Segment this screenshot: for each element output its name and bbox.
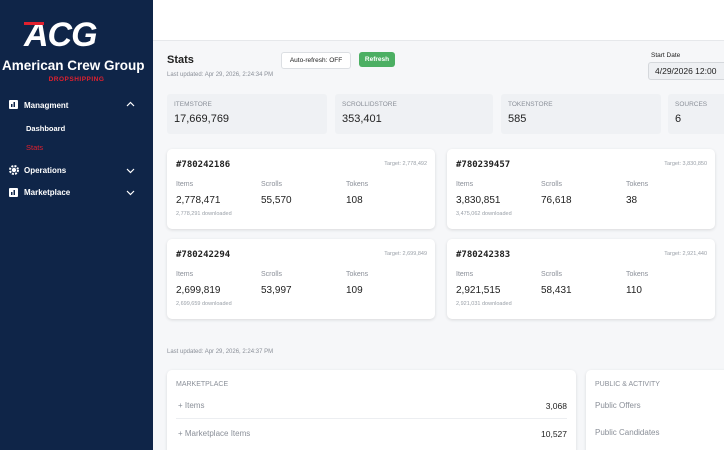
auto-refresh-toggle[interactable]: Auto-refresh: OFF	[281, 52, 351, 69]
summary-value: 17,669,769	[174, 113, 230, 125]
chevron-down[interactable]	[126, 167, 135, 174]
summary-card: TOKENSTORE 585	[501, 94, 661, 134]
metric-value: 2,778,471	[176, 195, 221, 206]
menu-icon	[9, 100, 18, 109]
summary-label: SCROLLIDSTORE	[342, 101, 397, 108]
brand-tagline: DROPSHIPPING	[48, 76, 105, 83]
last-updated: Last updated: Apr 29, 2026, 2:24:34 PM	[167, 72, 274, 78]
top-bar	[153, 0, 724, 41]
metric-value: 53,997	[261, 285, 292, 296]
last-updated: Last updated: Apr 29, 2026, 2:24:37 PM	[167, 349, 274, 355]
row-label[interactable]: Public Candidates	[595, 428, 660, 437]
job-id: #780242186	[176, 160, 231, 170]
metric-value: 58,431	[541, 285, 572, 296]
metric-label: Tokens	[626, 271, 649, 278]
panel-title: MARKETPLACE	[176, 381, 229, 388]
metric-value: 76,618	[541, 195, 572, 206]
menu-item[interactable]: Marketplace	[24, 188, 71, 197]
menu-icon	[9, 188, 18, 197]
start-date-label: Start Date	[651, 52, 681, 59]
summary-value: 353,401	[342, 113, 382, 125]
row-label[interactable]: Public Offers	[595, 401, 641, 410]
summary-label: TOKENSTORE	[508, 101, 553, 108]
divider	[176, 418, 567, 419]
submenu-item[interactable]: Dashboard	[26, 124, 66, 133]
job-target: Target: 2,699,849	[384, 251, 427, 257]
row-value: 3,068	[545, 401, 567, 411]
public-panel: PUBLIC & ACTIVITY Public Offers Public C…	[586, 370, 724, 450]
metric-label: Tokens	[626, 181, 649, 188]
job-target: Target: 3,830,850	[664, 161, 707, 167]
menu-item[interactable]: Managment	[24, 101, 69, 110]
metric-value: 110	[626, 285, 642, 296]
job-card[interactable]: #780242186 Target: 2,778,492 Items 2,778,47…	[167, 149, 435, 229]
metric-value: 2,699,819	[176, 285, 221, 296]
job-id: #780242294	[176, 250, 231, 260]
metric-label: Scrolls	[541, 181, 563, 188]
job-target: Target: 2,778,492	[384, 161, 427, 167]
row-value: 10,527	[541, 429, 567, 439]
summary-value: 585	[508, 113, 527, 125]
metric-label: Scrolls	[541, 271, 563, 278]
job-id: #780242383	[456, 250, 511, 260]
panel-title: PUBLIC & ACTIVITY	[595, 381, 660, 388]
logo-stripe	[24, 22, 44, 25]
metric-label: Scrolls	[261, 271, 283, 278]
row-label[interactable]: + Marketplace Items	[178, 429, 251, 438]
metric-label: Items	[456, 271, 474, 278]
metric-value: 109	[346, 285, 363, 296]
metric-value: 108	[346, 195, 363, 206]
summary-value: 6	[675, 113, 682, 125]
metric-label: Tokens	[346, 181, 369, 188]
job-id: #780239457	[456, 160, 511, 170]
metric-value: 55,570	[261, 195, 292, 206]
page-title: Stats	[167, 54, 194, 66]
job-card[interactable]: #780242294 Target: 2,699,849 Items 2,699,81…	[167, 239, 435, 319]
metric-value: 2,921,515	[456, 285, 501, 296]
summary-label: SOURCES	[675, 101, 708, 108]
metric-label: Tokens	[346, 271, 369, 278]
gear-icon	[9, 165, 19, 175]
metric-label: Scrolls	[261, 181, 283, 188]
metric-value: 3,830,851	[456, 195, 501, 206]
metric-label: Items	[176, 181, 194, 188]
sidebar: ACG American Crew Group DROPSHIPPING Man…	[0, 0, 153, 450]
summary-card: SOURCES 6	[668, 94, 724, 134]
job-card[interactable]: #780239457 Target: 3,830,850 Items 3,830,85…	[447, 149, 715, 229]
job-target: Target: 2,921,440	[664, 251, 707, 257]
metric-label: Items	[176, 271, 194, 278]
chevron-down[interactable]	[126, 189, 135, 196]
metric-label: Items	[456, 181, 474, 188]
chevron-up[interactable]	[126, 101, 135, 108]
summary-card: SCROLLIDSTORE 353,401	[335, 94, 493, 134]
marketplace-panel: MARKETPLACE + Items 3,068 + Marketplace …	[167, 370, 576, 450]
downloaded-count: 2,699,659 downloaded	[176, 301, 232, 307]
start-date-input[interactable]: 4/29/2026 12:00	[648, 62, 724, 80]
summary-label: ITEMSTORE	[174, 101, 212, 108]
job-card[interactable]: #780242383 Target: 2,921,440 Items 2,921,51…	[447, 239, 715, 319]
menu-item[interactable]: Operations	[24, 166, 67, 175]
brand-name: American Crew Group	[2, 58, 145, 73]
row-label[interactable]: + Items	[178, 401, 205, 410]
downloaded-count: 2,921,031 downloaded	[456, 301, 512, 307]
refresh-button[interactable]: Refresh	[359, 52, 395, 67]
summary-card: ITEMSTORE 17,669,769	[167, 94, 327, 134]
submenu-item-active[interactable]: Stats	[26, 143, 44, 152]
metric-value: 38	[626, 195, 638, 206]
downloaded-count: 3,475,062 downloaded	[456, 211, 512, 217]
downloaded-count: 2,778,291 downloaded	[176, 211, 232, 217]
